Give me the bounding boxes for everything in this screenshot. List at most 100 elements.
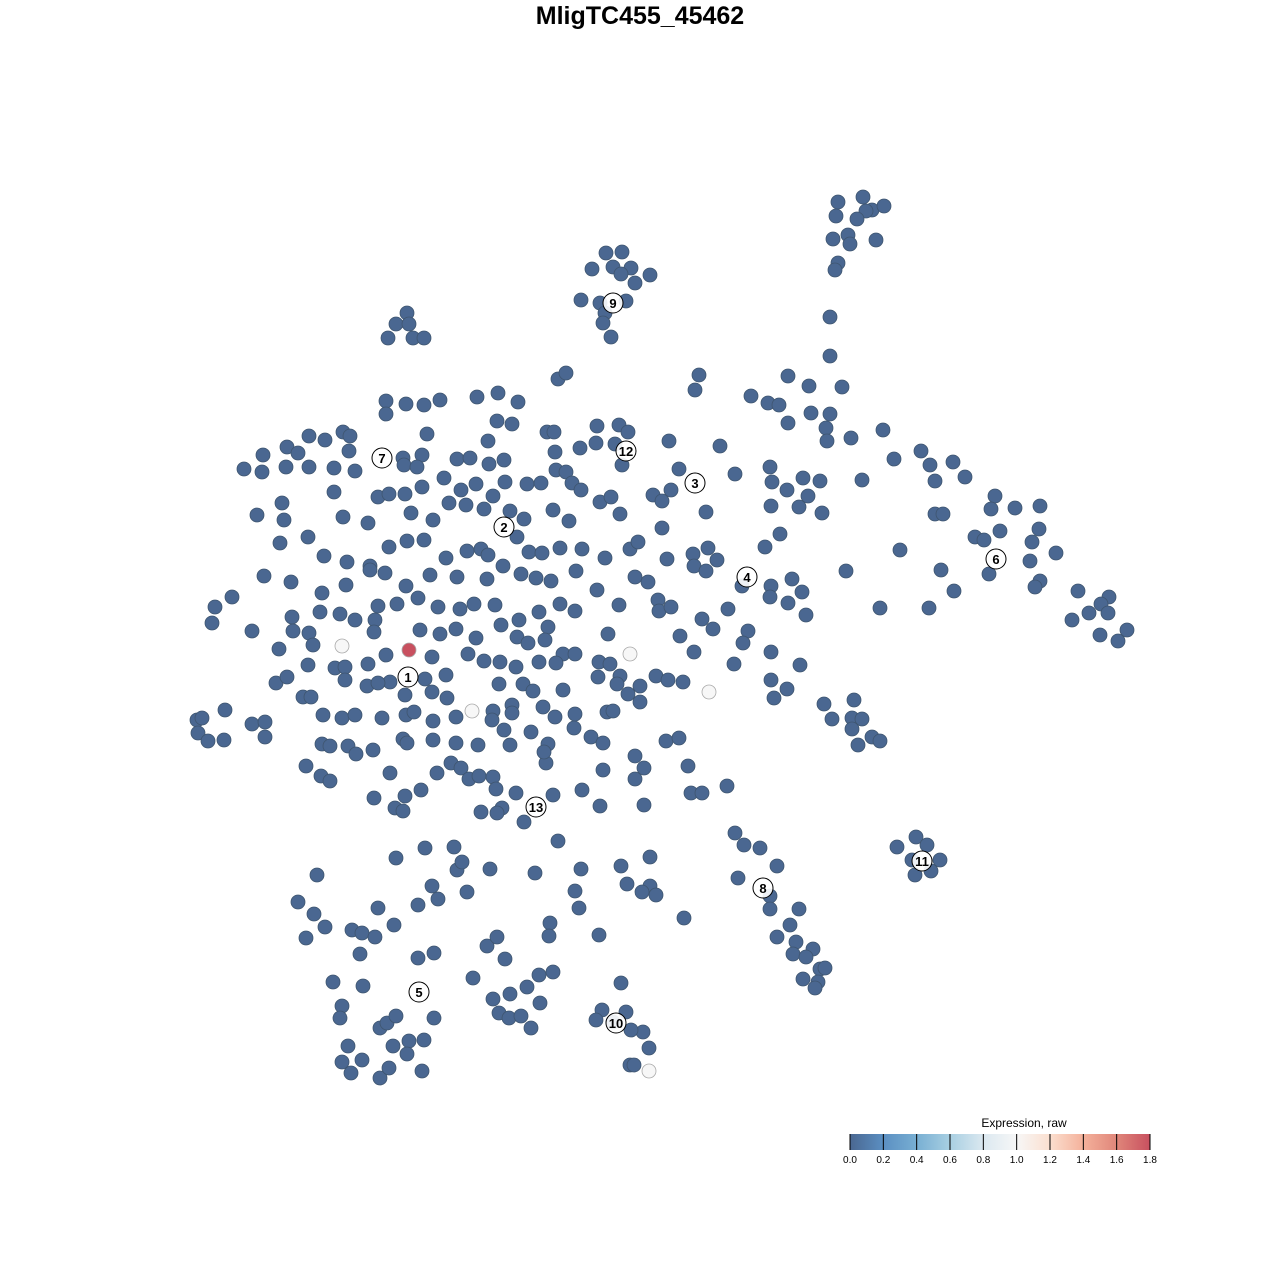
cell-point — [844, 721, 860, 737]
cell-point — [824, 711, 840, 727]
cell-point — [378, 406, 394, 422]
cell-point — [764, 474, 780, 490]
cell-point — [854, 472, 870, 488]
cell-point — [347, 463, 363, 479]
cell-point — [257, 729, 273, 745]
cell-point — [300, 529, 316, 545]
cell-point — [322, 738, 338, 754]
cell-point — [1031, 521, 1047, 537]
cell-point — [730, 870, 746, 886]
cluster-label-badge — [605, 1012, 627, 1034]
cell-point — [426, 945, 442, 961]
cell-point — [448, 735, 464, 751]
cell-point — [521, 544, 537, 560]
cell-point — [378, 393, 394, 409]
cell-point — [686, 644, 702, 660]
cell-point — [814, 505, 830, 521]
cell-point — [932, 852, 948, 868]
cell-point — [945, 454, 961, 470]
cell-point — [698, 504, 714, 520]
cell-point — [417, 671, 433, 687]
cell-point — [691, 367, 707, 383]
cell-point — [719, 778, 735, 794]
cell-point — [794, 584, 810, 600]
cell-point — [414, 479, 430, 495]
cell-point — [314, 585, 330, 601]
cell-point — [672, 628, 688, 644]
cell-point — [493, 617, 509, 633]
cell-point — [705, 621, 721, 637]
cell-point — [453, 482, 469, 498]
cell-point — [479, 938, 495, 954]
cell-point — [276, 512, 292, 528]
cell-point — [347, 707, 363, 723]
cell-point — [574, 782, 590, 798]
cell-point — [520, 635, 536, 651]
cell-point — [933, 562, 949, 578]
cell-point — [362, 562, 378, 578]
cell-point — [303, 689, 319, 705]
cell-point — [913, 443, 929, 459]
cell-point — [1007, 500, 1023, 516]
cell-point — [660, 672, 676, 688]
cell-point — [769, 858, 785, 874]
cell-point — [465, 970, 481, 986]
cell-point — [976, 532, 992, 548]
cell-point — [528, 570, 544, 586]
cell-point — [795, 971, 811, 987]
cell-point — [290, 445, 306, 461]
cell-point — [249, 507, 265, 523]
cell-point — [334, 638, 350, 654]
cell-point — [438, 550, 454, 566]
cell-point — [946, 583, 962, 599]
cell-point — [504, 416, 520, 432]
cell-point — [360, 515, 376, 531]
cluster-label-badge — [408, 981, 430, 1003]
cluster-label-badge — [615, 440, 637, 462]
cell-point — [438, 667, 454, 683]
legend-tick-label: 0.8 — [976, 1155, 990, 1166]
cell-point — [558, 365, 574, 381]
cluster-label: 10 — [605, 1012, 627, 1034]
cell-point — [752, 840, 768, 856]
cell-point — [589, 418, 605, 434]
cell-point — [290, 894, 306, 910]
cluster-label-text: 9 — [609, 296, 616, 311]
cell-point — [572, 440, 588, 456]
cell-point — [347, 612, 363, 628]
cell-point — [640, 574, 656, 590]
cell-point — [830, 194, 846, 210]
cell-point — [398, 578, 414, 594]
cell-point — [449, 569, 465, 585]
cluster-label-text: 12 — [619, 444, 633, 459]
cell-point — [217, 702, 233, 718]
cell-point — [779, 482, 795, 498]
cell-point — [540, 619, 556, 635]
cell-point — [481, 456, 497, 472]
cell-point — [762, 589, 778, 605]
cell-point — [378, 647, 394, 663]
cell-point — [409, 459, 425, 475]
legend-tick-label: 1.0 — [1010, 1155, 1024, 1166]
cell-point — [791, 499, 807, 515]
cluster-label-badge — [684, 472, 706, 494]
cell-point — [613, 975, 629, 991]
cell-point — [611, 597, 627, 613]
cell-point — [757, 539, 773, 555]
cell-point — [497, 474, 513, 490]
cell-point — [419, 426, 435, 442]
cell-point — [312, 604, 328, 620]
cell-point — [641, 1063, 657, 1079]
cell-point — [590, 669, 606, 685]
cell-point — [1081, 605, 1097, 621]
cell-point — [399, 1046, 415, 1062]
cell-point — [875, 422, 891, 438]
cell-point — [399, 735, 415, 751]
cell-point — [597, 550, 613, 566]
cell-point — [545, 787, 561, 803]
cell-point — [743, 388, 759, 404]
cell-point — [641, 1040, 657, 1056]
cell-point — [627, 275, 643, 291]
cell-point — [827, 262, 843, 278]
cell-point — [588, 1012, 604, 1028]
